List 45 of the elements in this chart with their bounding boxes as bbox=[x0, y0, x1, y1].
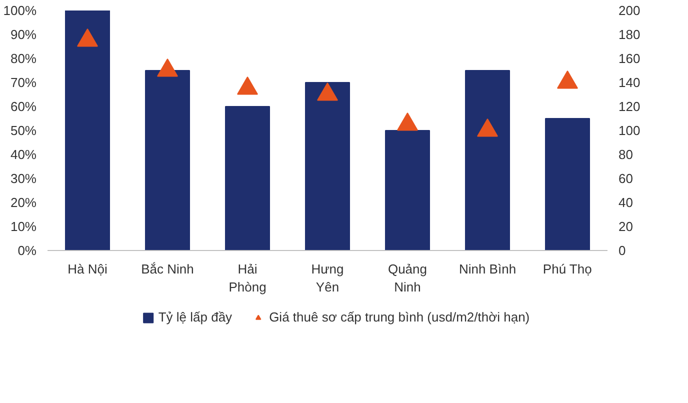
bar bbox=[225, 106, 270, 250]
bar bbox=[385, 130, 430, 250]
legend-label: Tỷ lệ lấp đầy bbox=[158, 310, 232, 324]
y-tick-label: 30% bbox=[10, 171, 37, 186]
y2-tick-label: 100 bbox=[618, 123, 640, 138]
y-tick-label: 80% bbox=[10, 51, 37, 66]
y2-tick-label: 20 bbox=[618, 219, 633, 234]
point bbox=[237, 76, 258, 95]
x-tick-label: Phú Thọ bbox=[542, 262, 592, 276]
y2-tick-label: 80 bbox=[618, 147, 633, 162]
bar bbox=[545, 118, 590, 250]
y-tick-label: 70% bbox=[10, 75, 37, 90]
y-tick-label: 100% bbox=[3, 3, 37, 18]
y-tick-label: 60% bbox=[10, 99, 37, 114]
y2-tick-label: 40 bbox=[618, 195, 633, 210]
bar bbox=[305, 82, 350, 250]
bar bbox=[145, 70, 190, 250]
y-tick-label: 10% bbox=[10, 219, 37, 234]
y2-tick-label: 160 bbox=[618, 51, 640, 66]
y-tick-label: 40% bbox=[10, 147, 37, 162]
y2-tick-label: 180 bbox=[618, 27, 640, 42]
point bbox=[317, 82, 338, 101]
point bbox=[397, 112, 418, 131]
y2-tick-label: 120 bbox=[618, 99, 640, 114]
point bbox=[557, 70, 578, 89]
x-tick-label: Ninh Bình bbox=[458, 262, 516, 276]
y-tick-label: 90% bbox=[10, 27, 37, 42]
y2-tick-label: 0 bbox=[618, 243, 626, 258]
y2-tick-label: 200 bbox=[618, 3, 640, 18]
bar bbox=[65, 10, 110, 250]
x-tick-label: Quảng Ninh bbox=[388, 262, 428, 294]
y-tick-label: 50% bbox=[10, 123, 37, 138]
bar bbox=[465, 70, 510, 250]
x-tick-label: Hải Phòng bbox=[228, 262, 266, 294]
x-tick-label: Hưng Yên bbox=[311, 262, 344, 294]
legend-label: Giá thuê sơ cấp trung bình (usd/m2/thời hạn) bbox=[269, 310, 530, 324]
x-tick-label: Hà Nội bbox=[68, 262, 108, 276]
point bbox=[157, 58, 178, 77]
point bbox=[77, 28, 98, 47]
y-tick-label: 0% bbox=[18, 243, 37, 258]
x-tick-label: Bắc Ninh bbox=[141, 262, 194, 276]
y-tick-label: 20% bbox=[10, 195, 37, 210]
y2-tick-label: 140 bbox=[618, 75, 640, 90]
point bbox=[477, 118, 498, 137]
y2-tick-label: 60 bbox=[618, 171, 633, 186]
